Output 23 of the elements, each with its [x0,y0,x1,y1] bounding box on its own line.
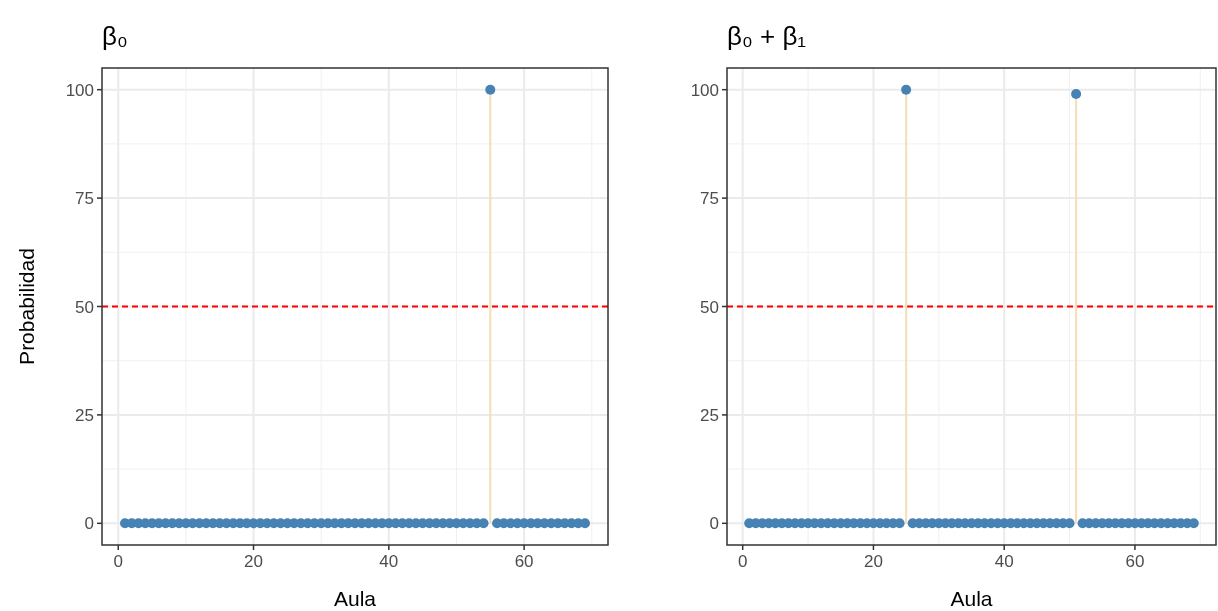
y-tick-label: 100 [690,80,719,100]
x-tick-label: 20 [244,552,263,571]
x-tick-label: 0 [737,552,748,571]
y-tick-label: 50 [700,297,719,317]
y-tick-label: 0 [84,514,94,534]
y-tick-label: 25 [75,405,94,425]
x-tick-label: 20 [863,552,883,571]
x-tick-label: 60 [514,552,534,571]
chart-title: β₀ + β₁ [727,21,807,51]
y-tick-label: 0 [709,514,719,534]
y-tick-label: 100 [65,80,94,100]
x-tick-label: 60 [1125,552,1145,571]
y-tick-label: 25 [700,405,719,425]
x-axis-title: Aula [333,587,377,610]
y-axis-title: Probabilidad [15,248,38,365]
x-tick-label: 0 [113,552,123,571]
y-tick-label: 75 [75,189,94,209]
x-axis-title: Aula [950,587,993,610]
y-tick-label: 50 [75,297,94,317]
x-tick-label: 40 [994,552,1014,571]
chart-title: β₀ [102,21,128,51]
x-tick-label: 40 [379,552,399,571]
y-tick-label: 75 [700,189,719,209]
